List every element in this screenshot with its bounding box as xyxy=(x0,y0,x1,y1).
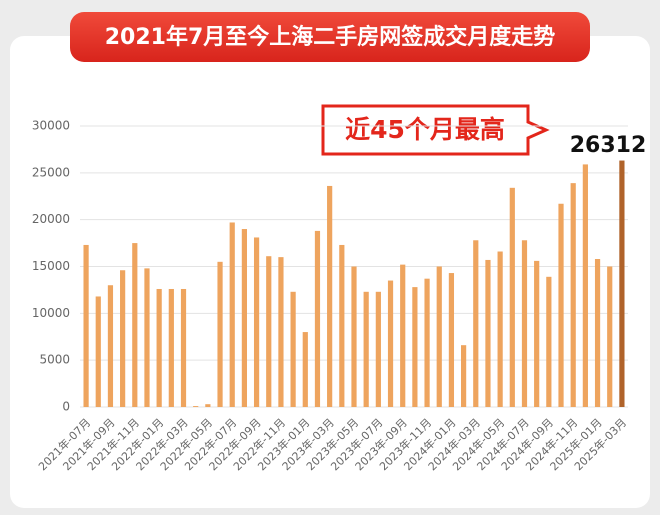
bar xyxy=(302,332,308,407)
bar xyxy=(558,203,564,407)
bar xyxy=(461,345,467,407)
bar xyxy=(351,266,357,407)
bar xyxy=(193,406,199,407)
bar xyxy=(241,229,247,407)
y-tick-label: 0 xyxy=(62,400,70,414)
chart-title: 2021年7月至今上海二手房网签成交月度走势 xyxy=(105,24,556,50)
bar xyxy=(570,183,576,407)
annotation: 近45个月最高 xyxy=(345,115,505,144)
y-tick-label: 30000 xyxy=(32,119,70,133)
data-label: 26312 xyxy=(570,133,647,158)
bar xyxy=(229,222,235,407)
bar xyxy=(266,256,272,407)
bar xyxy=(339,244,345,407)
y-tick-label: 25000 xyxy=(32,165,70,179)
bar xyxy=(217,261,223,407)
y-tick-label: 5000 xyxy=(39,353,70,367)
bar xyxy=(400,264,406,407)
bar xyxy=(144,268,150,407)
y-tick-label: 15000 xyxy=(32,259,70,273)
bar xyxy=(95,296,101,407)
bar xyxy=(521,240,528,407)
annotation-box xyxy=(321,104,550,156)
bar xyxy=(120,270,126,407)
bar xyxy=(582,164,588,407)
bar xyxy=(594,259,601,407)
bar xyxy=(363,291,369,407)
bar xyxy=(509,187,515,407)
bar xyxy=(387,280,394,407)
bar xyxy=(83,244,89,407)
bar xyxy=(132,243,138,407)
bar xyxy=(180,288,187,407)
bar xyxy=(205,404,211,407)
bar xyxy=(497,251,503,407)
bar xyxy=(412,287,418,407)
bar xyxy=(327,185,333,407)
bar xyxy=(375,291,381,407)
bar xyxy=(619,160,625,407)
bar xyxy=(278,257,284,407)
bar xyxy=(314,230,321,407)
title-banner xyxy=(70,12,590,62)
bar xyxy=(485,259,491,407)
bar xyxy=(156,288,162,407)
bar xyxy=(448,273,455,407)
bar xyxy=(168,288,174,407)
bar xyxy=(534,260,540,407)
y-tick-label: 20000 xyxy=(32,212,70,226)
bar xyxy=(546,276,552,407)
bar xyxy=(473,240,479,407)
bar xyxy=(290,291,296,407)
y-tick-label: 10000 xyxy=(32,306,70,320)
bar xyxy=(424,278,430,407)
bar xyxy=(253,237,260,407)
bar xyxy=(607,266,613,407)
bar xyxy=(436,266,442,407)
bar xyxy=(107,285,114,407)
